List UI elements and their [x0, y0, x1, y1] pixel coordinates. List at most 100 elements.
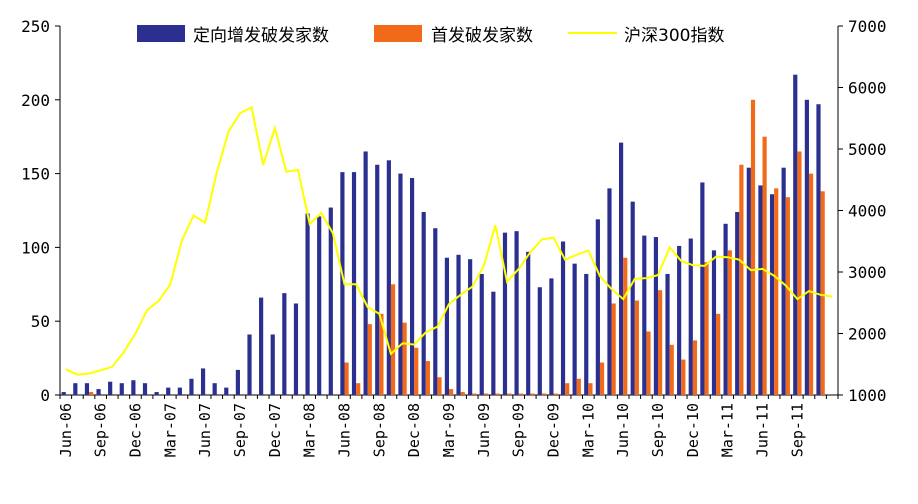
- ipo-bar: [634, 300, 639, 395]
- placement-bar: [781, 167, 786, 395]
- y-right-tick-label: 7000: [848, 17, 887, 36]
- index-line: [65, 105, 833, 376]
- x-tick-label: Mar-11: [719, 403, 737, 457]
- ipo-bar: [599, 362, 605, 395]
- placement-bar: [456, 254, 461, 395]
- x-tick-label: Sep-06: [92, 403, 110, 457]
- x-tick-label: Dec-07: [266, 403, 284, 457]
- placement-bar: [142, 383, 148, 395]
- ipo-bar: [437, 377, 442, 395]
- ipo-bar: [646, 331, 651, 395]
- placement-bar: [154, 392, 159, 395]
- ipo-bar: [495, 393, 500, 395]
- x-tick-label: Dec-09: [545, 403, 563, 457]
- ipo-bar: [588, 383, 593, 395]
- placement-bar: [247, 334, 252, 395]
- placement-bar: [61, 392, 66, 395]
- placement-bar: [816, 104, 821, 395]
- placement-bar: [758, 185, 763, 395]
- placement-bar: [375, 164, 380, 395]
- placement-bar: [212, 383, 217, 395]
- legend-label-ipo: 首发破发家数: [431, 26, 533, 46]
- ipo-bar: [704, 262, 709, 395]
- ipo-bar: [785, 197, 790, 395]
- placement-bar: [595, 219, 600, 395]
- y-right-tick-label: 4000: [848, 202, 887, 221]
- x-tick-label: Dec-06: [126, 403, 144, 457]
- ipo-bar: [460, 392, 465, 395]
- x-tick-label: Jun-11: [754, 403, 772, 457]
- ipo-bar: [797, 151, 802, 395]
- ipo-bar: [576, 378, 581, 395]
- placement-bar: [189, 378, 194, 395]
- placement-bar: [305, 213, 310, 395]
- ipo-bar: [820, 191, 825, 395]
- x-tick-label: Sep-09: [510, 403, 528, 457]
- placement-bar: [607, 188, 612, 395]
- x-tick-label: Dec-08: [405, 403, 423, 457]
- ipo-bar: [356, 383, 361, 395]
- y-right-tick-label: 3000: [848, 263, 887, 282]
- ipo-bar: [658, 290, 663, 395]
- ipo-bar: [414, 347, 419, 395]
- ipo-bar: [692, 340, 698, 395]
- ipo-bar: [89, 392, 94, 395]
- index-line-layer: [65, 105, 833, 376]
- ipo-bar: [669, 344, 674, 395]
- ipo-bar: [553, 393, 558, 395]
- x-tick-label: Jun-06: [57, 403, 75, 457]
- placement-bar: [526, 251, 531, 395]
- legend-label-placement: 定向增发破发家数: [193, 26, 329, 46]
- x-tick-label: Sep-07: [231, 403, 249, 457]
- placement-bar: [468, 259, 473, 395]
- placement-bar: [572, 263, 577, 395]
- x-tick-label: Mar-10: [579, 403, 597, 457]
- ipo-bar: [518, 393, 523, 395]
- ipo-bar: [344, 362, 349, 395]
- x-tick-label: Mar-07: [161, 403, 179, 457]
- placement-bar: [700, 182, 705, 395]
- legend: 定向增发破发家数 首发破发家数 沪深300指数: [137, 25, 724, 46]
- placement-bar: [735, 211, 740, 395]
- placement-bar: [549, 278, 554, 395]
- placement-bar: [502, 232, 508, 395]
- placement-bar: [479, 273, 484, 395]
- placement-bar: [270, 334, 275, 395]
- y-left-tick-label: 50: [31, 312, 50, 331]
- placement-bar: [688, 238, 693, 395]
- ipo-bar: [565, 383, 570, 395]
- placement-bar: [166, 387, 171, 395]
- ipo-bar: [530, 393, 535, 395]
- ipo-bar: [449, 389, 454, 395]
- placement-bar: [642, 235, 647, 395]
- x-tick-label: Mar-09: [440, 403, 458, 457]
- placement-bar: [618, 142, 624, 395]
- placement-bar: [84, 383, 90, 395]
- x-tick-label: Jun-09: [475, 403, 493, 457]
- ipo-bar: [716, 313, 721, 395]
- x-tick-label: Jun-08: [335, 403, 353, 457]
- y-left-tick-label: 200: [21, 91, 50, 110]
- placement-bar: [235, 369, 240, 395]
- x-tick-label: Sep-11: [788, 403, 806, 457]
- ipo-bar: [390, 284, 396, 395]
- ipo-bar: [483, 393, 489, 395]
- placement-bar: [560, 241, 566, 395]
- placement-bar: [317, 216, 322, 395]
- y-left-tick-label: 250: [21, 17, 50, 36]
- placement-bar: [514, 231, 519, 395]
- legend-swatch-ipo-bar: [374, 25, 422, 42]
- y-right-tick-label: 5000: [848, 140, 887, 159]
- x-tick-label: Sep-08: [370, 403, 388, 457]
- placement-bar: [363, 151, 368, 395]
- placement-bar: [108, 381, 113, 395]
- placement-bar: [491, 291, 496, 395]
- placement-bar: [769, 194, 775, 395]
- placement-bar: [293, 303, 299, 395]
- ipo-bar: [541, 393, 547, 395]
- ipo-bar: [774, 188, 779, 395]
- placement-bar: [665, 273, 670, 395]
- placement-bar: [340, 172, 345, 395]
- bars: [61, 74, 825, 396]
- ipo-bar: [472, 393, 477, 395]
